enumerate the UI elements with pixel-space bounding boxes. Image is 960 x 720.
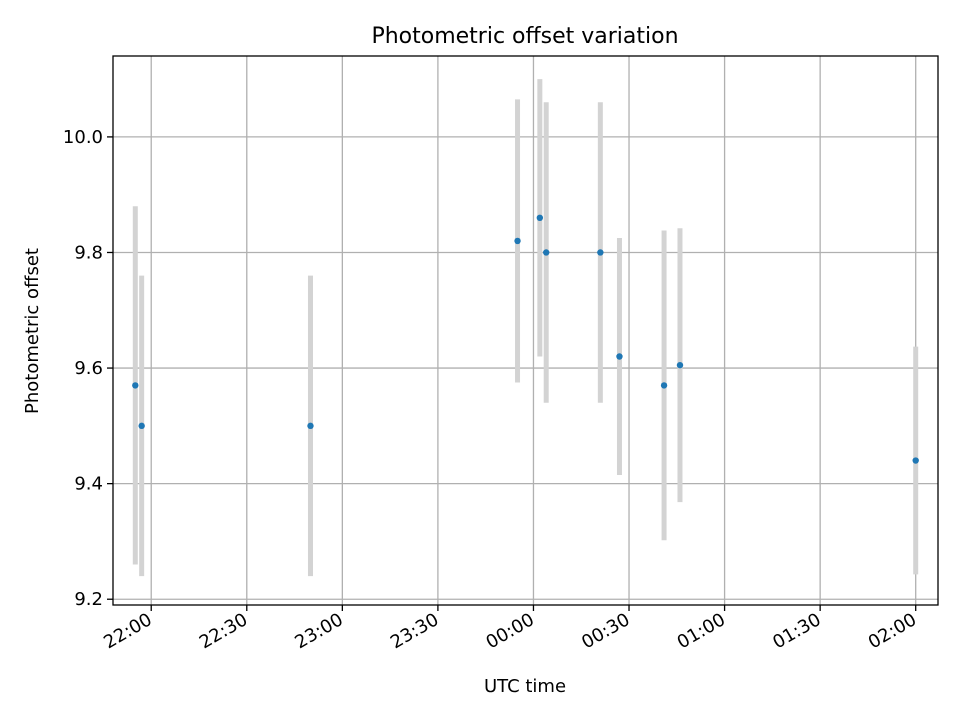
data-point [597, 249, 604, 256]
y-axis-ticks: 9.2 9.4 9.6 9.8 10.0 [63, 127, 113, 610]
y-tick-label: 9.6 [74, 358, 103, 379]
y-tick-label: 9.2 [74, 589, 103, 610]
data-point [536, 214, 544, 222]
data-points [132, 214, 919, 464]
x-axis-ticks: 22:00 22:30 23:00 23:30 00:00 00:30 01:00 01:30… [100, 605, 920, 653]
x-tick-label: 01:30 [769, 609, 824, 653]
x-tick-label: 01:00 [674, 609, 729, 653]
x-tick-label: 22:30 [196, 609, 251, 653]
data-point [616, 353, 623, 360]
x-tick-label: 00:30 [578, 609, 633, 653]
chart-title: Photometric offset variation [371, 24, 678, 49]
y-tick-label: 9.4 [74, 474, 103, 495]
y-tick-label: 10.0 [63, 127, 103, 148]
data-point [660, 382, 668, 389]
data-point [912, 457, 919, 464]
data-point [676, 361, 684, 369]
x-tick-label: 22:00 [100, 609, 155, 653]
data-point [138, 422, 145, 430]
y-tick-label: 9.8 [74, 242, 103, 263]
grid-lines [113, 56, 938, 605]
data-point [543, 249, 550, 256]
x-tick-label: 23:00 [291, 609, 346, 653]
x-tick-label: 02:00 [865, 609, 920, 653]
data-point [307, 422, 314, 430]
data-point [514, 237, 521, 245]
x-tick-label: 23:30 [387, 609, 442, 653]
error-bars [132, 79, 919, 577]
y-axis-label: Photometric offset [22, 248, 43, 414]
data-point [132, 382, 139, 389]
plot-frame [112, 55, 939, 606]
x-axis-label: UTC time [484, 676, 566, 697]
x-tick-label: 00:00 [483, 609, 538, 653]
